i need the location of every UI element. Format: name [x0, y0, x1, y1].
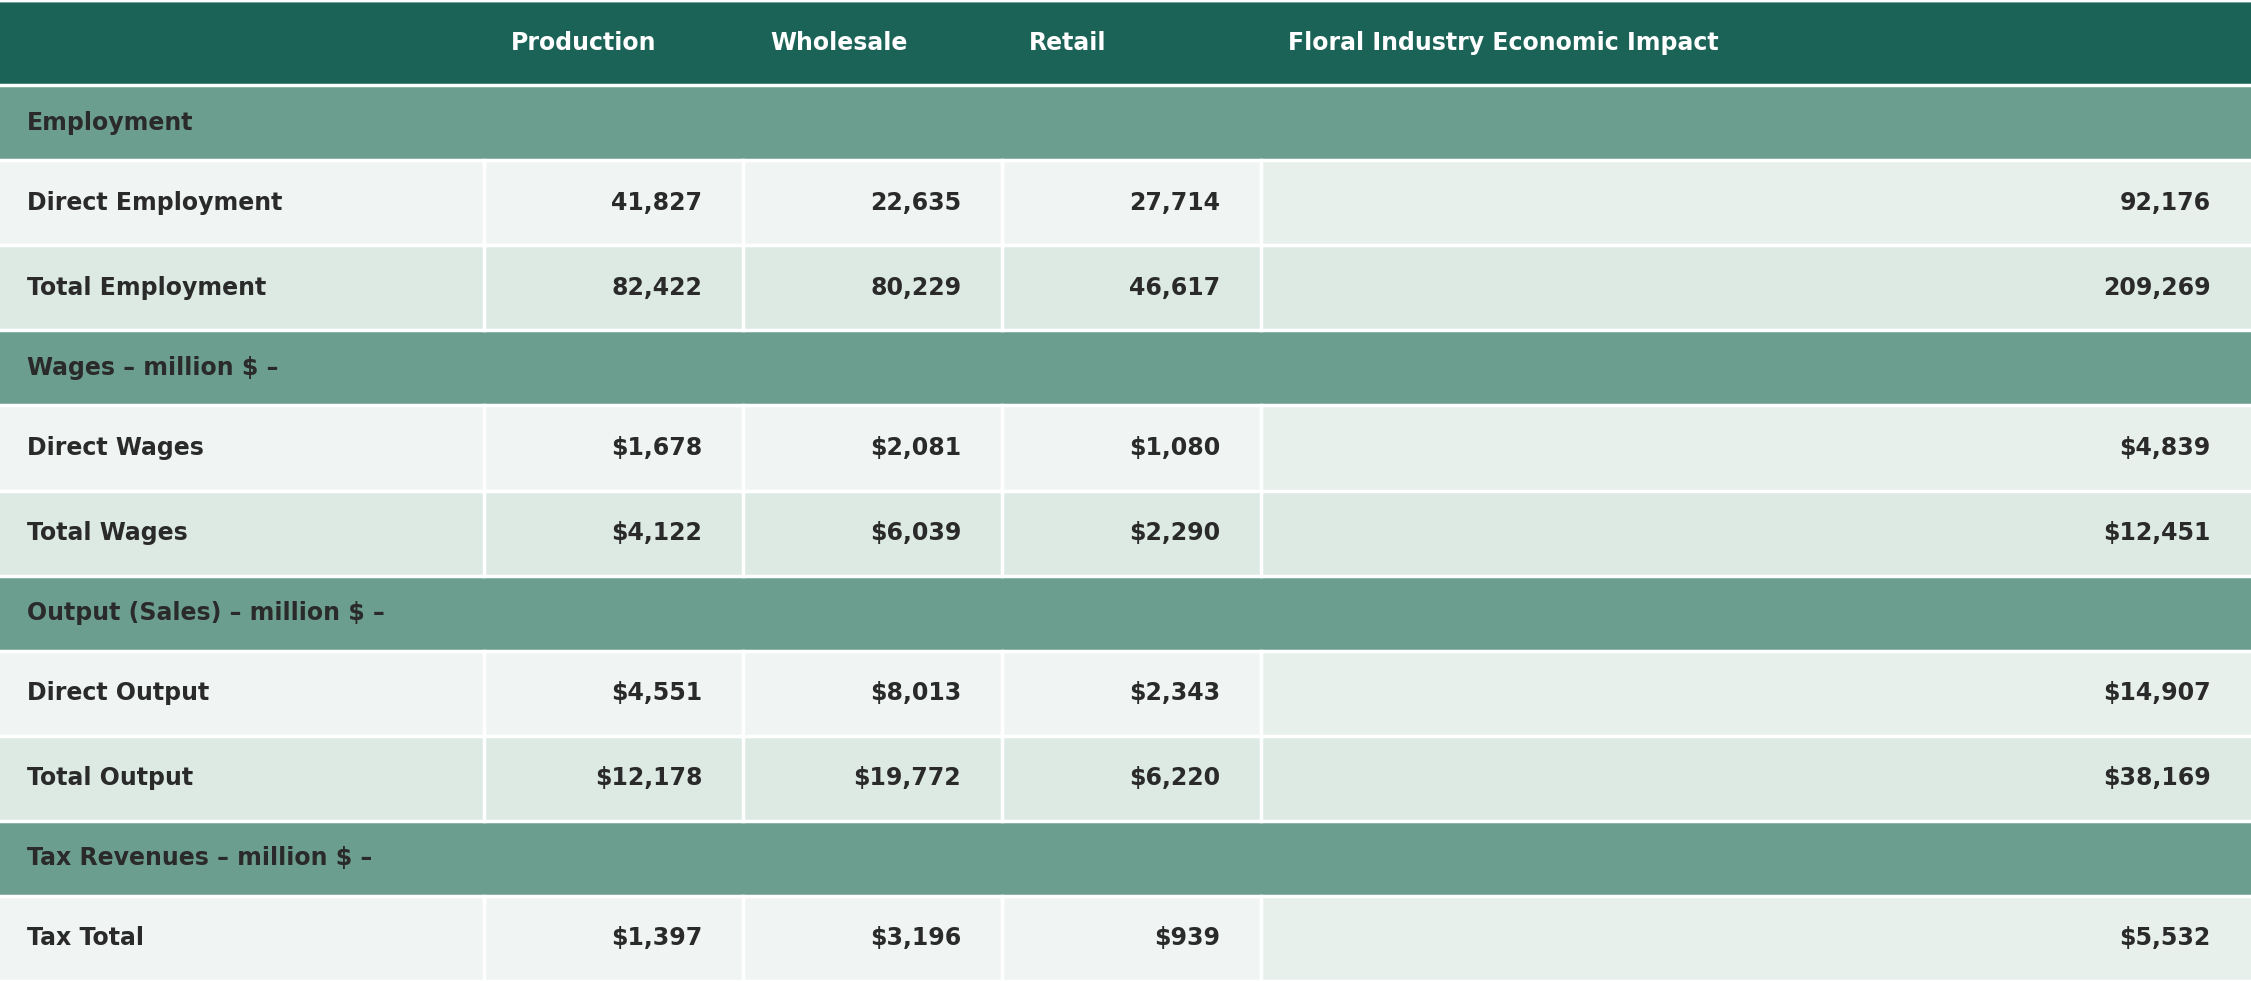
- Bar: [1261, 490, 2251, 576]
- Bar: [1261, 160, 2251, 245]
- Text: $4,551: $4,551: [612, 681, 702, 705]
- Bar: [484, 405, 743, 490]
- Text: $8,013: $8,013: [869, 681, 961, 705]
- Bar: [0, 490, 484, 576]
- Text: $2,081: $2,081: [871, 436, 961, 460]
- Bar: [1261, 650, 2251, 736]
- Text: $3,196: $3,196: [869, 926, 961, 951]
- Bar: [1261, 736, 2251, 821]
- Text: Production: Production: [511, 30, 657, 55]
- Text: Tax Total: Tax Total: [27, 926, 144, 951]
- Text: 80,229: 80,229: [871, 276, 961, 300]
- Text: Direct Employment: Direct Employment: [27, 190, 281, 215]
- Text: Employment: Employment: [27, 111, 194, 134]
- Bar: [484, 245, 743, 331]
- Bar: [1002, 245, 1261, 331]
- Bar: [743, 896, 1002, 981]
- Bar: [484, 650, 743, 736]
- Bar: [1002, 0, 1261, 85]
- Text: Wholesale: Wholesale: [770, 30, 907, 55]
- Text: $5,532: $5,532: [2118, 926, 2210, 951]
- Text: Total Wages: Total Wages: [27, 521, 187, 545]
- Bar: [1261, 405, 2251, 490]
- Text: 209,269: 209,269: [2102, 276, 2210, 300]
- Text: $14,907: $14,907: [2102, 681, 2210, 705]
- Text: $2,343: $2,343: [1130, 681, 1220, 705]
- Bar: [743, 160, 1002, 245]
- Bar: [1002, 160, 1261, 245]
- Bar: [1261, 896, 2251, 981]
- Text: $939: $939: [1155, 926, 1220, 951]
- Bar: [743, 245, 1002, 331]
- Bar: [0, 405, 484, 490]
- Bar: [0, 736, 484, 821]
- Text: Direct Wages: Direct Wages: [27, 436, 205, 460]
- Bar: [0, 821, 2251, 896]
- Text: $19,772: $19,772: [853, 766, 961, 791]
- Bar: [0, 160, 484, 245]
- Text: Retail: Retail: [1029, 30, 1105, 55]
- Text: Tax Revenues – million $ –: Tax Revenues – million $ –: [27, 847, 371, 870]
- Bar: [1002, 490, 1261, 576]
- Bar: [0, 245, 484, 331]
- Bar: [1261, 245, 2251, 331]
- Bar: [0, 896, 484, 981]
- Text: $1,080: $1,080: [1128, 436, 1220, 460]
- Bar: [484, 736, 743, 821]
- Bar: [743, 736, 1002, 821]
- Bar: [1002, 405, 1261, 490]
- Text: $38,169: $38,169: [2102, 766, 2210, 791]
- Text: Output (Sales) – million $ –: Output (Sales) – million $ –: [27, 601, 385, 625]
- Text: 41,827: 41,827: [612, 190, 702, 215]
- Bar: [0, 576, 2251, 650]
- Bar: [0, 85, 2251, 160]
- Text: Floral Industry Economic Impact: Floral Industry Economic Impact: [1288, 30, 1718, 55]
- Text: $1,397: $1,397: [610, 926, 702, 951]
- Text: $1,678: $1,678: [610, 436, 702, 460]
- Bar: [1261, 0, 2251, 85]
- Bar: [0, 331, 2251, 405]
- Text: Total Output: Total Output: [27, 766, 194, 791]
- Bar: [1002, 896, 1261, 981]
- Bar: [743, 650, 1002, 736]
- Text: 46,617: 46,617: [1130, 276, 1220, 300]
- Text: $2,290: $2,290: [1130, 521, 1220, 545]
- Bar: [484, 896, 743, 981]
- Text: 82,422: 82,422: [612, 276, 702, 300]
- Bar: [743, 490, 1002, 576]
- Bar: [484, 0, 743, 85]
- Bar: [0, 650, 484, 736]
- Text: 92,176: 92,176: [2120, 190, 2210, 215]
- Bar: [743, 405, 1002, 490]
- Text: $4,122: $4,122: [612, 521, 702, 545]
- Text: 27,714: 27,714: [1130, 190, 1220, 215]
- Bar: [1002, 736, 1261, 821]
- Text: $6,039: $6,039: [869, 521, 961, 545]
- Text: $6,220: $6,220: [1130, 766, 1220, 791]
- Text: $12,451: $12,451: [2102, 521, 2210, 545]
- Bar: [484, 490, 743, 576]
- Text: Wages – million $ –: Wages – million $ –: [27, 356, 279, 380]
- Bar: [1002, 650, 1261, 736]
- Text: Direct Output: Direct Output: [27, 681, 209, 705]
- Bar: [484, 160, 743, 245]
- Text: $4,839: $4,839: [2118, 436, 2210, 460]
- Bar: [0, 0, 484, 85]
- Text: 22,635: 22,635: [871, 190, 961, 215]
- Text: Total Employment: Total Employment: [27, 276, 266, 300]
- Text: $12,178: $12,178: [594, 766, 702, 791]
- Bar: [743, 0, 1002, 85]
